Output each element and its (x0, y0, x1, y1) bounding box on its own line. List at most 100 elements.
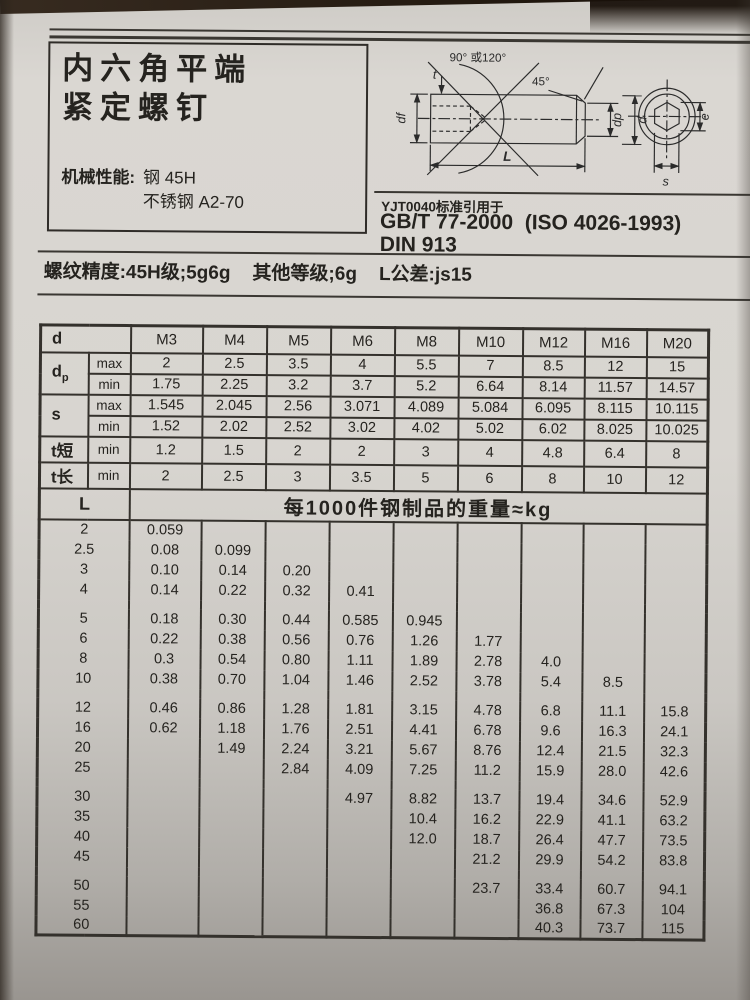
weight-value: 42.6 (643, 761, 706, 783)
spec-value: 5.5 (394, 354, 459, 377)
weight-value: 60.7 (580, 879, 643, 900)
weight-value (326, 808, 391, 829)
dp-label: dp (610, 113, 624, 127)
weight-value: 8.76 (455, 740, 520, 761)
weight-value (197, 916, 263, 937)
weight-value (520, 562, 583, 584)
mech-label: 机械性能: (61, 167, 136, 188)
weight-value: 0.86 (199, 698, 264, 719)
size-m6: M6 (330, 327, 395, 355)
spec-value: 1.75 (130, 373, 203, 396)
weight-value (644, 583, 707, 605)
weight-value: 0.585 (328, 610, 393, 631)
socket-cone-bottom (470, 118, 488, 132)
weight-value: 0.56 (264, 629, 329, 651)
size-m16: M16 (584, 329, 647, 357)
weight-value: 1.11 (328, 650, 393, 671)
limit-label: min (88, 373, 131, 395)
length-value: 20 (37, 736, 128, 758)
weight-value: 0.44 (264, 609, 329, 631)
weight-value: 0.32 (264, 580, 329, 602)
weight-value: 0.38 (200, 629, 265, 650)
spec-value: 2 (129, 462, 202, 490)
title-box: 内六角平端 紧定螺钉 机械性能: 钢 45H 不锈钢 A2-70 (46, 41, 369, 234)
weight-value (262, 827, 327, 849)
weight-value: 0.46 (127, 697, 200, 719)
weight-value (326, 848, 391, 869)
spec-value: 4 (457, 439, 522, 466)
weight-value (126, 875, 199, 897)
weight-value: 11.2 (455, 760, 520, 781)
weight-value: 12.0 (390, 828, 455, 850)
weight-value: 1.26 (392, 630, 457, 652)
weight-value: 40.3 (517, 918, 581, 940)
weight-value (644, 563, 707, 585)
weight-value (201, 520, 266, 541)
spec-value: 2.045 (201, 395, 267, 417)
weight-value (582, 563, 645, 584)
weight-value (392, 541, 458, 563)
df-label: df (394, 111, 408, 123)
weight-value: 47.7 (580, 830, 643, 851)
weight-value: 1.81 (327, 699, 392, 720)
limit-label: min (87, 415, 130, 437)
weight-value (126, 846, 199, 868)
page-spine-shadow (0, 0, 14, 1000)
spec-value: 8.115 (583, 398, 647, 420)
spec-value: 2 (265, 437, 330, 465)
weight-value (389, 917, 455, 939)
spec-value: 3.071 (329, 396, 395, 418)
weight-value (262, 847, 327, 869)
weight-value: 5.67 (391, 739, 456, 761)
length-value: 16 (37, 716, 128, 738)
weight-value: 28.0 (581, 761, 644, 782)
weight-value (262, 807, 327, 829)
weight-value: 23.7 (454, 878, 519, 899)
weight-value (582, 612, 645, 633)
weight-value: 0.22 (128, 628, 201, 650)
weight-value (328, 541, 394, 562)
weight-value: 15.9 (519, 760, 582, 782)
weight-value: 16.3 (581, 721, 644, 742)
spec-value: 3.2 (266, 374, 331, 397)
weight-value (583, 523, 646, 544)
weight-value: 0.41 (328, 581, 393, 602)
weight-value (392, 561, 457, 583)
weight-value: 63.2 (642, 810, 705, 832)
spec-value: 3.02 (329, 417, 394, 439)
weight-value (326, 828, 391, 849)
weight-value (390, 877, 455, 899)
length-value: 30 (36, 785, 128, 807)
weight-value: 2.52 (391, 670, 457, 692)
weight-value (456, 542, 522, 563)
page-title-line1: 内六角平端 (62, 50, 253, 88)
param-label: dp (40, 351, 89, 395)
weight-value (643, 672, 706, 694)
weight-value: 15.8 (643, 701, 706, 723)
weight-value (326, 897, 391, 918)
spec-value: 8 (645, 440, 708, 468)
weight-value (198, 787, 264, 808)
size-m20: M20 (646, 329, 709, 358)
length-value: 8 (38, 647, 129, 669)
spec-value: 2.52 (265, 416, 330, 439)
length-value: 35 (36, 805, 127, 827)
weight-value (520, 611, 583, 633)
spec-value: 10.025 (645, 419, 708, 442)
spec-value: 8.14 (522, 376, 585, 399)
spec-value: 10.115 (645, 398, 709, 421)
length-value: 55 (36, 894, 127, 916)
weight-value (390, 848, 455, 870)
weight-value: 0.059 (129, 519, 202, 541)
weight-value: 4.97 (326, 788, 392, 809)
weight-value (392, 581, 457, 603)
weight-value: 34.6 (580, 790, 644, 811)
spec-value: 8 (521, 465, 584, 493)
weight-value (581, 652, 645, 673)
weight-value (265, 520, 330, 542)
weight-header-text: 每1000件钢制品的重量≈kg (129, 488, 708, 525)
weight-value (582, 543, 646, 564)
weight-value: 36.8 (518, 898, 581, 920)
weight-value: 2.78 (456, 651, 521, 672)
